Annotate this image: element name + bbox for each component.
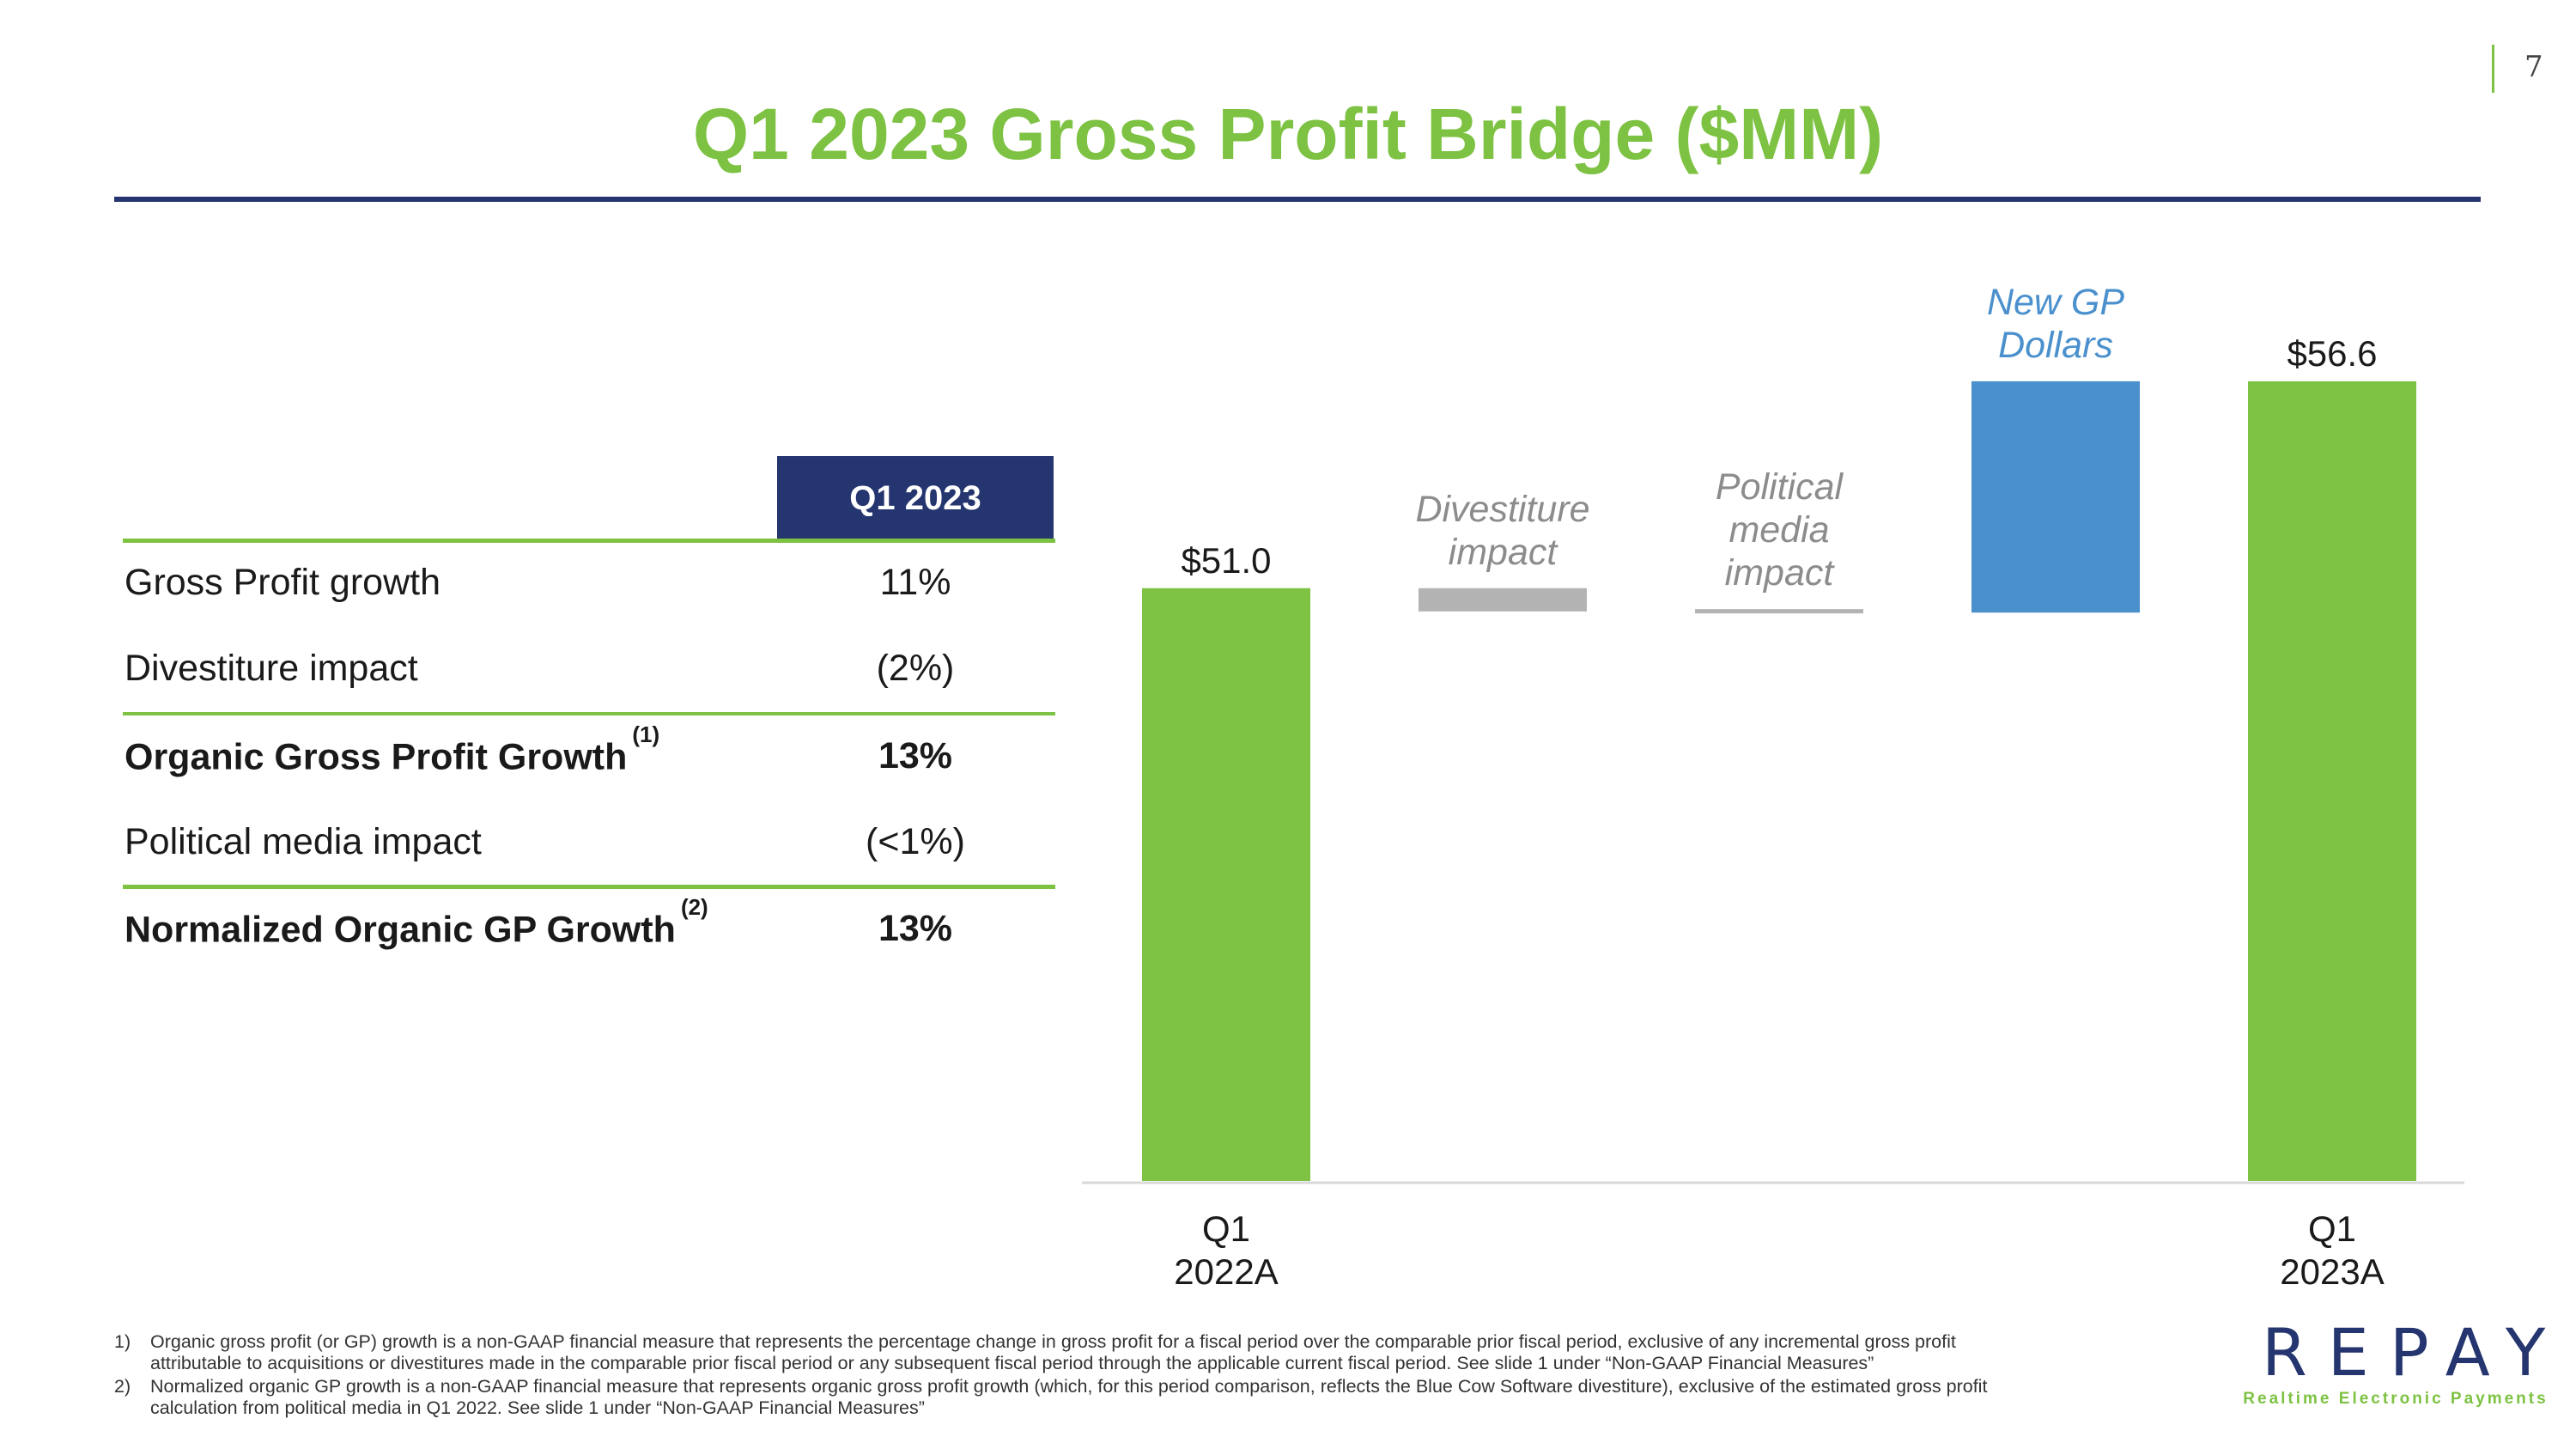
table-rule-subtotal-2 — [123, 885, 1055, 889]
repay-logo: REPAY Realtime Electronic Payments — [2233, 1314, 2559, 1417]
footnote-ref: (1) — [632, 721, 660, 747]
table-rule-subtotal-1 — [123, 712, 1055, 715]
page-number: 7 — [2524, 50, 2543, 84]
table-row-normalized-organic-gp-growth: Normalized Organic GP Growth(2) 13% — [123, 889, 1055, 975]
row-label: Political media impact — [125, 821, 482, 862]
footnote-1: 1) Organic gross profit (or GP) growth i… — [114, 1331, 2003, 1374]
row-value: (2%) — [876, 648, 955, 689]
title-divider — [114, 197, 2481, 202]
bar-annotation: Divestiture — [1415, 489, 1589, 530]
footnote-ref: (2) — [680, 894, 708, 920]
bar-political-media-impact — [1695, 609, 1863, 614]
bar-annotation: Political — [1716, 466, 1844, 508]
row-label: Normalized Organic GP Growth(2) — [125, 894, 708, 951]
bar-q1-2023a — [2248, 381, 2416, 1181]
x-tick-label: 2023A — [2280, 1251, 2384, 1292]
table-row-gross-profit-growth: Gross Profit growth 11% — [123, 543, 1055, 629]
value-label: $56.6 — [2287, 333, 2377, 374]
row-value: 13% — [878, 908, 953, 949]
page-number-divider — [2492, 45, 2494, 93]
footnote-text: Organic gross profit (or GP) growth is a… — [150, 1331, 1956, 1373]
table-row-organic-gross-profit-growth: Organic Gross Profit Growth(1) 13% — [123, 716, 1055, 802]
footnote-number: 2) — [114, 1376, 131, 1397]
table-row-divestiture-impact: Divestiture impact (2%) — [123, 629, 1055, 715]
chart-svg: $51.0Q12022ADivestitureimpactPoliticalme… — [1082, 282, 2464, 1292]
x-tick-label: 2022A — [1174, 1251, 1278, 1292]
table-column-header: Q1 2023 — [777, 456, 1054, 540]
table-rule-top — [123, 539, 1055, 543]
bar-annotation: Dollars — [1998, 325, 2113, 366]
logo-tagline: Realtime Electronic Payments — [2243, 1390, 2549, 1408]
row-label: Gross Profit growth — [125, 562, 440, 603]
value-label: $51.0 — [1181, 540, 1271, 581]
x-tick-label: Q1 — [1202, 1209, 1250, 1249]
gross-profit-bridge-chart: $51.0 Q1 2022A Divestiture impact Political me… — [1073, 258, 2490, 1340]
bar-divestiture-impact — [1419, 588, 1587, 612]
footnotes: 1) Organic gross profit (or GP) growth i… — [114, 1331, 2003, 1421]
bar-annotation: media — [1728, 509, 1829, 551]
bar-q1-2022a — [1142, 588, 1310, 1181]
logo-wordmark: REPAY — [2262, 1314, 2567, 1391]
footnote-2: 2) Normalized organic GP growth is a non… — [114, 1376, 2003, 1419]
table-row-political-media-impact: Political media impact (<1%) — [123, 802, 1055, 888]
bar-annotation: impact — [1449, 532, 1559, 573]
x-tick-label: Q1 — [2308, 1209, 2356, 1249]
row-value: 11% — [879, 562, 951, 603]
bar-new-gp-dollars — [1971, 381, 2140, 613]
row-label: Organic Gross Profit Growth(1) — [125, 721, 660, 778]
row-value: (<1%) — [866, 821, 965, 862]
bar-annotation: impact — [1725, 552, 1836, 594]
footnote-text: Normalized organic GP growth is a non-GA… — [150, 1376, 1988, 1418]
footnote-number: 1) — [114, 1331, 131, 1352]
bar-annotation: New GP — [1987, 282, 2124, 323]
row-label: Divestiture impact — [125, 648, 418, 689]
row-value: 13% — [878, 735, 953, 776]
slide-title: Q1 2023 Gross Profit Bridge ($MM) — [692, 94, 1884, 174]
